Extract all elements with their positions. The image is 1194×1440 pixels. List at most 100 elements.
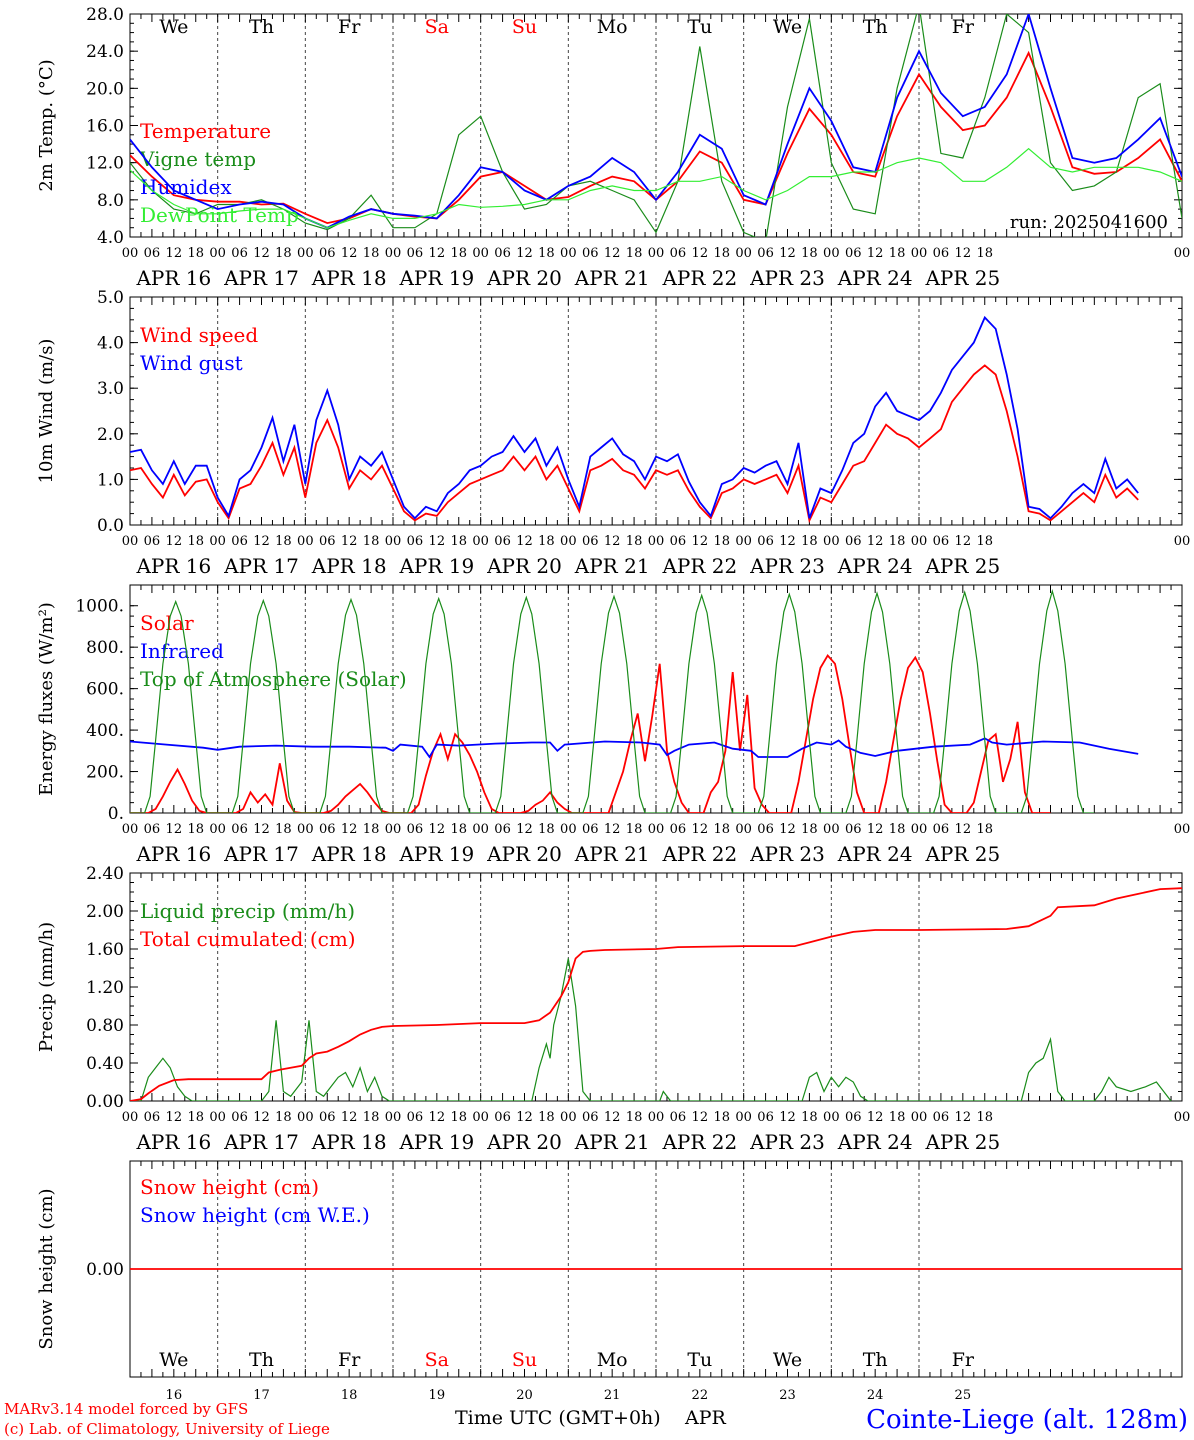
series-line-total-cumulated-cm- bbox=[130, 887, 1182, 1101]
day-number: 25 bbox=[955, 1388, 972, 1403]
hour-label: 18 bbox=[450, 1110, 467, 1125]
legend-entry: Wind gust bbox=[140, 351, 243, 375]
hour-label: 00 bbox=[1174, 246, 1191, 261]
hour-label: 18 bbox=[275, 246, 292, 261]
hour-label: 18 bbox=[538, 1110, 555, 1125]
hour-label: 00 bbox=[1174, 534, 1191, 549]
hour-label: 18 bbox=[801, 246, 818, 261]
date-label: APR 22 bbox=[661, 842, 737, 866]
day-number: 16 bbox=[166, 1388, 183, 1403]
hour-label: 12 bbox=[166, 822, 183, 837]
hour-label: 06 bbox=[494, 1110, 511, 1125]
hour-label: 00 bbox=[648, 1110, 665, 1125]
hour-label: 12 bbox=[779, 822, 796, 837]
station-label: Cointe-Liege (alt. 128m) bbox=[866, 1405, 1188, 1435]
panel-2: 0.0 1.0 2.0 3.0 4.0 5.0 10m Wind (m/s) Wind spe… bbox=[36, 288, 1190, 578]
hour-label: 18 bbox=[976, 246, 993, 261]
legend-entry: Vigne temp bbox=[139, 147, 256, 171]
weekday-label-top: Fr bbox=[338, 16, 361, 38]
hour-label: 12 bbox=[955, 822, 972, 837]
hour-label: 12 bbox=[955, 534, 972, 549]
hour-label: 18 bbox=[450, 246, 467, 261]
day-number: 23 bbox=[779, 1388, 796, 1403]
y-tick-label: 20.0 bbox=[86, 79, 124, 99]
hour-label: 12 bbox=[516, 1110, 533, 1125]
hour-label: 00 bbox=[823, 246, 840, 261]
y-tick-label: 2.40 bbox=[86, 864, 124, 884]
hour-label: 06 bbox=[231, 1110, 248, 1125]
hour-label: 06 bbox=[144, 534, 161, 549]
hour-label: 12 bbox=[779, 1110, 796, 1125]
hour-label: 00 bbox=[823, 534, 840, 549]
hour-label: 18 bbox=[626, 534, 643, 549]
panel-4: 0.00 0.40 0.80 1.20 1.60 2.00 2.40 Precip (mm/h… bbox=[36, 864, 1190, 1154]
hour-label: 18 bbox=[626, 246, 643, 261]
date-label: APR 20 bbox=[486, 554, 562, 578]
hour-label: 12 bbox=[779, 246, 796, 261]
hour-label: 18 bbox=[713, 534, 730, 549]
weekday-label-bottom: Tu bbox=[687, 1349, 712, 1371]
hour-label: 12 bbox=[604, 246, 621, 261]
hour-label: 18 bbox=[363, 246, 380, 261]
y-axis-label: Snow height (cm) bbox=[36, 1188, 57, 1349]
date-label: APR 20 bbox=[486, 1130, 562, 1154]
hour-label: 18 bbox=[889, 1110, 906, 1125]
hour-label: 06 bbox=[845, 534, 862, 549]
date-label: APR 21 bbox=[574, 1130, 650, 1154]
date-label: APR 18 bbox=[311, 554, 387, 578]
panel-3: 0. 200. 400. 600. 800. 1000. Energy fluxes (W/… bbox=[36, 584, 1190, 866]
date-label: APR 25 bbox=[924, 554, 1000, 578]
hour-label: 00 bbox=[472, 534, 489, 549]
weekday-label-top: Tu bbox=[687, 16, 712, 38]
date-label: APR 19 bbox=[398, 266, 474, 290]
run-annotation: run: 2025041600 bbox=[1010, 212, 1168, 233]
y-tick-label: 24.0 bbox=[86, 42, 124, 62]
series-line-temperature bbox=[130, 50, 1182, 225]
date-label: APR 22 bbox=[661, 1130, 737, 1154]
hour-label: 12 bbox=[341, 822, 358, 837]
x-axis-label: Time UTC (GMT+0h) bbox=[455, 1407, 661, 1429]
x-axis-month: APR bbox=[684, 1407, 727, 1429]
hour-label: 06 bbox=[933, 822, 950, 837]
day-number: 24 bbox=[867, 1388, 884, 1403]
weekday-label-top: Sa bbox=[425, 16, 449, 38]
hour-label: 00 bbox=[385, 246, 402, 261]
y-tick-label: 0. bbox=[108, 804, 124, 824]
hour-label: 18 bbox=[801, 534, 818, 549]
hour-label: 18 bbox=[538, 534, 555, 549]
hour-label: 06 bbox=[757, 1110, 774, 1125]
day-number: 20 bbox=[516, 1388, 533, 1403]
weekday-label-top: Su bbox=[512, 16, 537, 38]
hour-label: 18 bbox=[363, 534, 380, 549]
day-number: 17 bbox=[253, 1388, 270, 1403]
weekday-label-top: Th bbox=[249, 16, 274, 38]
hour-label: 06 bbox=[845, 246, 862, 261]
series-line-top-of-atmosphere-solar- bbox=[130, 588, 1095, 813]
hour-label: 18 bbox=[713, 822, 730, 837]
hour-label: 12 bbox=[955, 1110, 972, 1125]
legend-entry: Snow height (cm) bbox=[140, 1175, 319, 1199]
weekday-label-bottom: We bbox=[159, 1349, 188, 1371]
hour-label: 06 bbox=[845, 1110, 862, 1125]
hour-label: 00 bbox=[209, 534, 226, 549]
legend-entry: Solar bbox=[140, 611, 194, 635]
hour-label: 06 bbox=[933, 1110, 950, 1125]
date-label: APR 17 bbox=[223, 266, 299, 290]
hour-label: 00 bbox=[560, 534, 577, 549]
hour-label: 00 bbox=[911, 822, 928, 837]
hour-label: 12 bbox=[867, 246, 884, 261]
hour-label: 12 bbox=[604, 534, 621, 549]
y-tick-label: 4.0 bbox=[97, 228, 124, 248]
hour-label: 18 bbox=[976, 822, 993, 837]
series-line-dewpoint-temp bbox=[130, 147, 1182, 229]
hour-label: 00 bbox=[297, 534, 314, 549]
y-tick-label: 0.00 bbox=[86, 1092, 124, 1112]
hour-label: 00 bbox=[122, 822, 139, 837]
series-line-wind-gust bbox=[130, 315, 1139, 520]
hour-label: 06 bbox=[407, 1110, 424, 1125]
date-label: APR 25 bbox=[924, 1130, 1000, 1154]
hour-label: 18 bbox=[450, 534, 467, 549]
hour-label: 18 bbox=[976, 1110, 993, 1125]
y-tick-label: 4.0 bbox=[97, 334, 124, 354]
day-number: 22 bbox=[692, 1388, 709, 1403]
